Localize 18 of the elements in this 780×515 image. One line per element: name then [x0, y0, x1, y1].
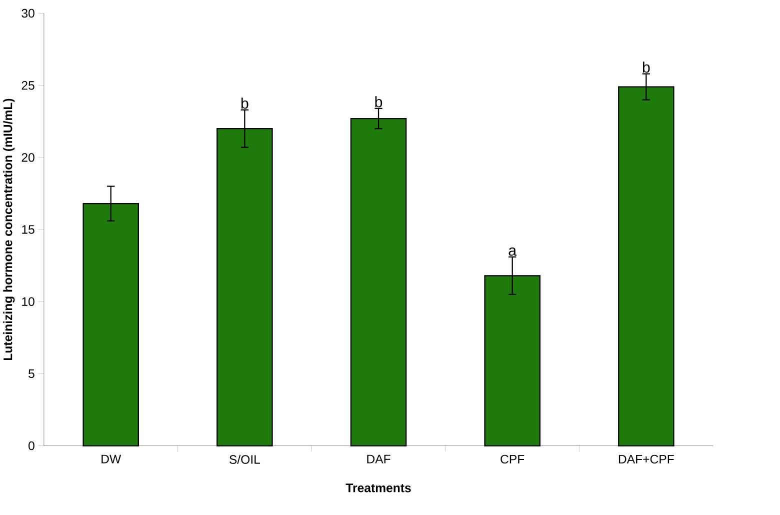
y-tick-label: 10: [22, 297, 34, 306]
y-axis-title: Luteinizing hormone concentration (mIU/mL): [3, 98, 15, 360]
y-tick-label: 20: [22, 153, 34, 162]
annotation: b: [642, 62, 650, 73]
x-tick-label: DAF+CPF: [618, 454, 674, 464]
y-tick-label: 30: [22, 8, 34, 18]
annotation: b: [241, 98, 248, 109]
y-tick-label: 25: [22, 80, 34, 90]
x-tick-label: S/OIL: [230, 454, 260, 464]
y-tick-label: 5: [28, 369, 34, 378]
x-tick-label: DAF: [367, 454, 390, 464]
x-tick-label: DW: [102, 454, 122, 464]
annotation: b: [375, 96, 382, 108]
annotation: a: [508, 247, 517, 256]
x-axis-title: Treatments: [346, 484, 411, 492]
x-tick-label: CPF: [500, 454, 524, 464]
y-tick-label: 0: [28, 441, 34, 450]
y-tick-label: 15: [22, 225, 34, 234]
